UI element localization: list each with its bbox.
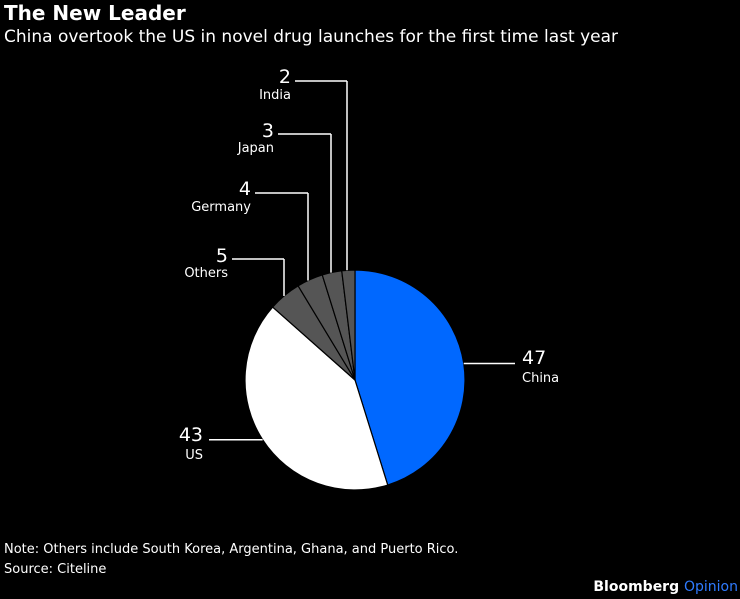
value-label-germany: 4: [239, 178, 251, 200]
value-label-others: 5: [216, 245, 228, 267]
bloomberg-opinion-logo: Bloomberg Opinion: [593, 578, 738, 596]
category-label-china: China: [522, 371, 559, 386]
brand-suffix: Opinion: [684, 579, 738, 595]
value-label-japan: 3: [262, 120, 274, 142]
chart-source: Source: Citeline: [4, 562, 107, 577]
category-label-india: India: [259, 88, 291, 103]
value-label-china: 47: [522, 347, 546, 369]
chart-subtitle: China overtook the US in novel drug laun…: [4, 27, 619, 47]
category-label-us: US: [185, 448, 203, 463]
category-label-japan: Japan: [237, 141, 274, 156]
chart-note: Note: Others include South Korea, Argent…: [4, 542, 459, 557]
category-label-germany: Germany: [191, 200, 251, 215]
pie-slice-china: [354, 269, 466, 486]
value-label-india: 2: [279, 66, 291, 88]
brand-name: Bloomberg: [593, 579, 680, 595]
pie-slice-us: [244, 306, 389, 491]
value-label-us: 43: [179, 424, 203, 446]
pie-slice-india: [341, 269, 356, 381]
chart-title: The New Leader: [4, 1, 186, 25]
category-label-others: Others: [184, 266, 228, 281]
